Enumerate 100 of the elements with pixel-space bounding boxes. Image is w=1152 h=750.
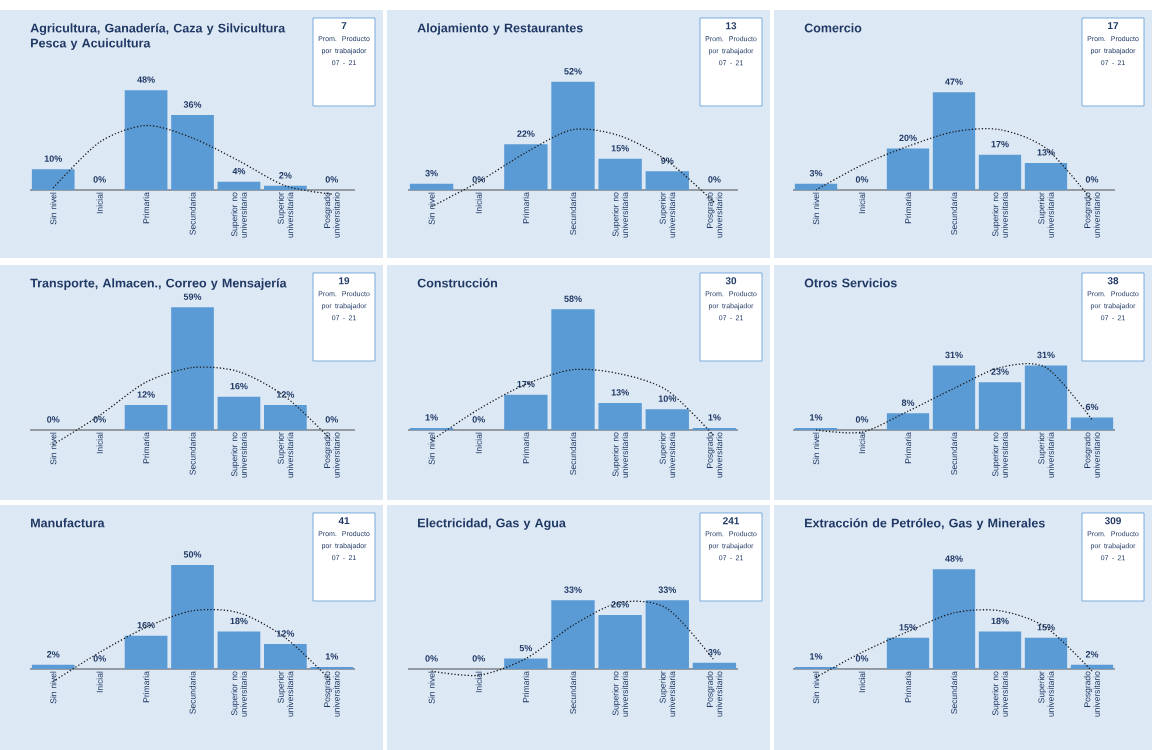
x-tick-label: Sin nivel xyxy=(428,671,435,704)
x-tick-label: Inicial xyxy=(96,192,103,214)
bar xyxy=(932,569,976,669)
x-tick-label: Primaria xyxy=(142,671,150,703)
x-tick-label: Inicial xyxy=(858,432,866,454)
chart-title: Manufactura xyxy=(31,518,105,528)
data-label: 0% xyxy=(93,655,106,662)
data-label: 4% xyxy=(232,167,246,175)
bar xyxy=(217,181,261,190)
x-tick-label: Primaria xyxy=(904,432,912,464)
bar xyxy=(932,365,976,430)
bar xyxy=(1070,417,1114,430)
bar xyxy=(124,90,168,190)
data-label: 0% xyxy=(855,416,869,423)
data-label: 36% xyxy=(183,101,202,108)
text: 17 xyxy=(1108,22,1119,30)
chart-title: Comercio xyxy=(804,23,862,33)
x-tick-label: Posgrado universitario xyxy=(323,432,340,478)
bar xyxy=(551,600,595,669)
x-tick-label: Superior no universitaria xyxy=(992,671,1008,717)
x-tick-label: Sin nivel xyxy=(812,192,820,225)
data-label: 8% xyxy=(901,399,915,406)
data-label: 0% xyxy=(425,655,438,662)
x-tick-label: Sin nivel xyxy=(50,432,57,465)
text: 19 xyxy=(339,277,350,285)
bar xyxy=(1024,365,1068,430)
x-tick-label: Secundaria xyxy=(950,192,958,235)
bar xyxy=(1024,637,1068,669)
x-tick-label: Secundaria xyxy=(189,192,196,235)
bar xyxy=(598,614,642,669)
data-label: 0% xyxy=(325,416,339,423)
data-label: 3% xyxy=(708,649,721,656)
data-label: 48% xyxy=(945,555,963,562)
text: 30 xyxy=(725,277,737,285)
bar xyxy=(31,664,75,669)
data-label: 1% xyxy=(810,653,823,660)
bar xyxy=(794,183,838,190)
x-tick-label: Inicial xyxy=(96,432,103,454)
data-label: 0% xyxy=(472,416,485,423)
data-label: 13% xyxy=(1037,149,1055,156)
x-tick-label: Primaria xyxy=(904,192,912,224)
bar xyxy=(978,631,1022,669)
data-label: 1% xyxy=(708,414,721,421)
data-label: 18% xyxy=(230,617,248,625)
text: 13 xyxy=(726,22,737,30)
x-tick-label: Inicial xyxy=(858,671,866,693)
x-tick-label: Secundaria xyxy=(569,671,577,714)
data-label: 3% xyxy=(425,170,438,177)
chart-title: Extracción de Petróleo, Gas y Minerales xyxy=(805,518,1045,530)
x-tick-label: Primaria xyxy=(142,192,150,224)
x-tick-label: Superior no universitaria xyxy=(612,192,629,238)
data-label: 5% xyxy=(519,644,533,652)
data-label: 0% xyxy=(855,655,869,662)
bar xyxy=(692,662,737,669)
x-tick-label: Posgrado universitario xyxy=(1084,671,1100,717)
bar xyxy=(171,115,214,190)
x-tick-label: Posgrado universitario xyxy=(706,671,723,717)
bar xyxy=(310,666,354,669)
data-label: 10% xyxy=(658,395,677,402)
x-tick-label: Superior no universitaria xyxy=(992,432,1008,478)
data-label: 48% xyxy=(137,76,155,83)
data-label: 23% xyxy=(991,368,1009,375)
x-tick-label: Sin nivel xyxy=(812,671,820,704)
x-tick-label: Inicial xyxy=(475,432,482,454)
bar xyxy=(264,185,307,190)
x-tick-label: Posgrado universitario xyxy=(323,192,340,238)
x-tick-label: Secundaria xyxy=(569,192,577,235)
data-label: 1% xyxy=(810,414,823,421)
x-tick-label: Secundaria xyxy=(950,432,958,475)
data-label: 2% xyxy=(47,651,60,658)
data-label: 58% xyxy=(564,295,582,302)
x-tick-label: Superior no universitaria xyxy=(231,192,247,238)
bar xyxy=(645,600,689,669)
data-label: 0% xyxy=(47,416,60,423)
x-tick-label: Sin nivel xyxy=(50,192,57,225)
x-tick-label: Posgrado universitario xyxy=(1084,432,1100,478)
x-tick-label: Posgrado universitario xyxy=(1084,192,1100,238)
data-label: 15% xyxy=(611,145,629,152)
data-label: 15% xyxy=(1037,624,1055,631)
chart-title: Alojamiento y Restaurantes xyxy=(417,23,583,35)
data-label: 0% xyxy=(855,176,869,183)
chart-title: Agricultura, Ganadería, Caza y Silvicultura Pesca y Acuicultura xyxy=(30,23,286,50)
x-tick-label: Posgrado universitario xyxy=(706,432,723,478)
data-label: 52% xyxy=(564,68,582,75)
bar xyxy=(171,564,214,669)
data-label: 20% xyxy=(899,134,917,142)
x-tick-label: Posgrado universitario xyxy=(323,671,340,717)
x-tick-label: Secundaria xyxy=(569,432,577,475)
data-label: 1% xyxy=(425,414,438,421)
x-tick-label: Sin nivel xyxy=(428,192,435,225)
x-tick-label: Superior no universitaria xyxy=(992,192,1008,238)
data-label: 9% xyxy=(661,157,674,164)
bar xyxy=(932,92,976,190)
bar xyxy=(504,658,548,669)
x-tick-label: Inicial xyxy=(96,671,103,693)
x-tick-label: Sin nivel xyxy=(812,432,820,465)
x-tick-label: Sin nivel xyxy=(50,671,57,704)
bar xyxy=(978,382,1022,430)
data-label: 0% xyxy=(93,176,106,183)
data-label: 33% xyxy=(658,586,677,593)
